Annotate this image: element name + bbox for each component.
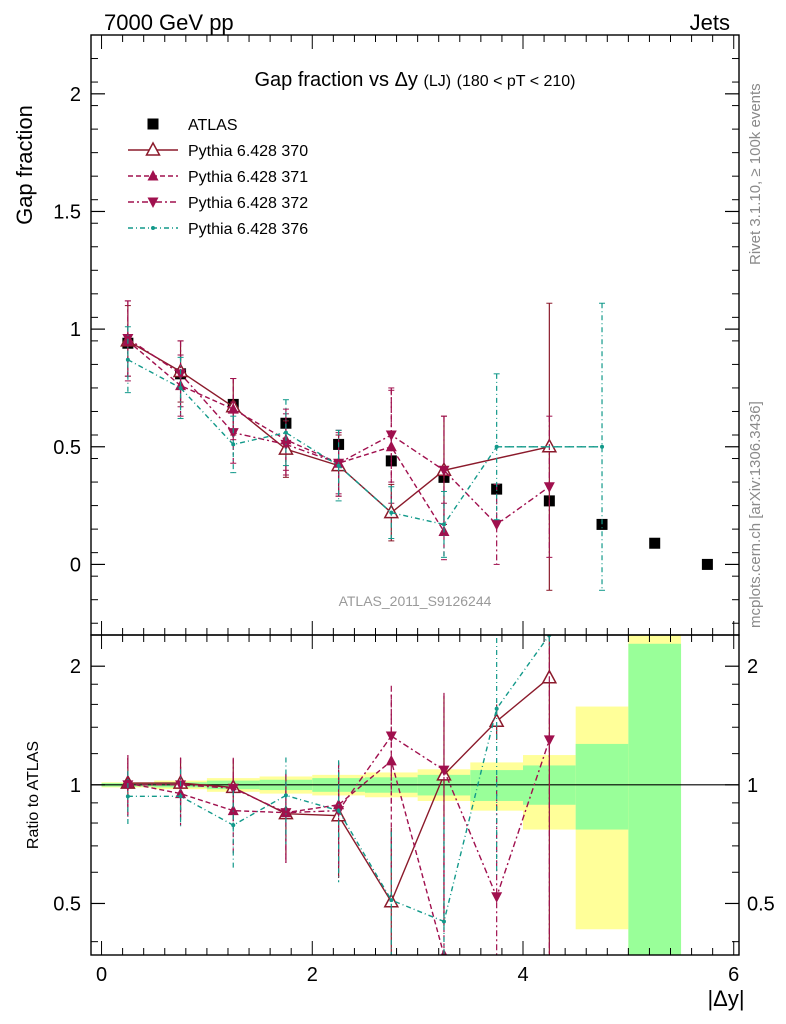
ratio-point — [491, 892, 503, 903]
title-sym: Δy — [395, 69, 418, 91]
ratio-ytick-label: 0.5 — [53, 893, 81, 915]
title-sub: (LJ) — [423, 73, 451, 90]
ratio-point — [494, 706, 499, 711]
ratio-point — [336, 808, 341, 813]
legend-item: Pythia 6.428 372 — [128, 195, 308, 212]
series-point — [438, 465, 450, 477]
main-ytick-label: 0 — [70, 554, 81, 576]
ratio-point — [175, 787, 187, 799]
main-title: Gap fraction vs Δy (LJ) (180 < pT < 210) — [254, 69, 575, 91]
header-left: 7000 GeV pp — [104, 10, 234, 35]
legend-label: Pythia 6.428 371 — [188, 169, 308, 186]
ratio-series-pythia-6-428-376 — [125, 635, 552, 955]
ratio-series-line — [127, 735, 551, 899]
title-range: (180 < pT < 210) — [457, 73, 576, 90]
header-right: Jets — [690, 10, 730, 35]
series-atlas — [122, 337, 713, 570]
series-point — [283, 430, 288, 435]
ratio-ytick-label: 2 — [70, 656, 81, 678]
atlas-point — [596, 518, 608, 530]
main-ytick-label: 0.5 — [53, 437, 81, 459]
legend-label: Pythia 6.428 372 — [188, 195, 308, 212]
title-main: Gap fraction vs — [254, 69, 389, 91]
series-point — [231, 442, 236, 447]
series-point — [178, 385, 183, 390]
legend-marker — [147, 170, 159, 181]
main-ylabel: Gap fraction — [12, 105, 37, 225]
atlas-point — [649, 537, 661, 549]
ratio-xtick-label: 2 — [307, 964, 318, 986]
series-point — [385, 430, 397, 441]
ratio-xtick-label: 4 — [517, 964, 528, 986]
ratio-ytick-label-right: 1 — [747, 775, 758, 797]
series-point — [336, 463, 341, 468]
mcplots-label: mcplots.cern.ch [arXiv:1306.3436] — [747, 401, 764, 628]
legend-item: Pythia 6.428 376 — [128, 221, 308, 238]
series-point — [491, 519, 503, 531]
ratio-point — [231, 823, 236, 828]
legend-label: ATLAS — [188, 117, 238, 134]
legend-item: Pythia 6.428 370 — [128, 141, 308, 160]
axes: 0 0.5 1 1.5 2 0 2 4 6 0.5 0.5 1 1 2 2 — [53, 34, 775, 986]
main-ytick-label: 1.5 — [53, 201, 81, 223]
series-point — [600, 444, 605, 449]
legend-marker — [147, 197, 159, 208]
ratio-series-pythia-6-428-372 — [122, 635, 555, 955]
series-point — [125, 357, 130, 362]
svg-text:Gap fraction vs Δy: Gap fraction vs Δy (LJ) (180 < pT < 210) — [254, 69, 575, 91]
legend-item: Pythia 6.428 371 — [128, 169, 308, 186]
ratio-frame — [90, 634, 740, 956]
main-plot — [120, 300, 713, 591]
series-pythia-6-428-376 — [124, 302, 606, 591]
ratio-ytick-label-right: 2 — [747, 656, 758, 678]
ratio-point — [389, 898, 394, 903]
ratio-plot — [120, 635, 558, 955]
ratio-point — [385, 731, 397, 743]
ratio-point — [178, 794, 183, 799]
ratio-xtick-label: 0 — [96, 964, 107, 986]
ratio-point — [283, 793, 288, 798]
band-green — [575, 743, 629, 830]
legend-item: ATLAS — [147, 117, 238, 134]
main-ytick-label: 1 — [70, 319, 81, 341]
atlas-point — [701, 558, 713, 570]
series-point — [494, 444, 499, 449]
series-point — [280, 439, 292, 451]
ratio-xlabel: |Δy| — [707, 986, 744, 1011]
legend-label: Pythia 6.428 376 — [188, 221, 308, 238]
ratio-point — [543, 735, 555, 746]
rivet-label: Rivet 3.1.10, ≥ 100k events — [747, 83, 764, 265]
ratio-point — [125, 794, 130, 799]
ratio-point — [438, 765, 450, 777]
legend: ATLAS Pythia 6.428 370 Pythia 6.428 371 Pyt… — [128, 117, 308, 238]
band-green — [628, 643, 682, 955]
ratio-point — [280, 808, 292, 819]
legend-marker — [151, 226, 155, 230]
ratio-point — [441, 919, 446, 924]
ratio-ytick-label: 1 — [70, 775, 81, 797]
series-point — [441, 522, 446, 527]
series-point — [389, 510, 394, 515]
ratio-ytick-label-right: 0.5 — [747, 893, 775, 915]
legend-marker — [145, 141, 161, 156]
series-point — [175, 369, 187, 380]
series-line — [127, 340, 550, 514]
series-point — [227, 403, 239, 414]
ratio-ylabel: Ratio to ATLAS — [25, 741, 42, 849]
ratio-point — [227, 783, 239, 795]
ratio-xtick-label: 6 — [728, 964, 739, 986]
legend-label: Pythia 6.428 370 — [188, 143, 308, 160]
series-point — [543, 482, 555, 493]
main-ytick-label: 2 — [70, 84, 81, 106]
analysis-tag: ATLAS_2011_S9126244 — [339, 593, 492, 609]
series-point — [227, 428, 239, 439]
legend-marker — [147, 118, 159, 130]
